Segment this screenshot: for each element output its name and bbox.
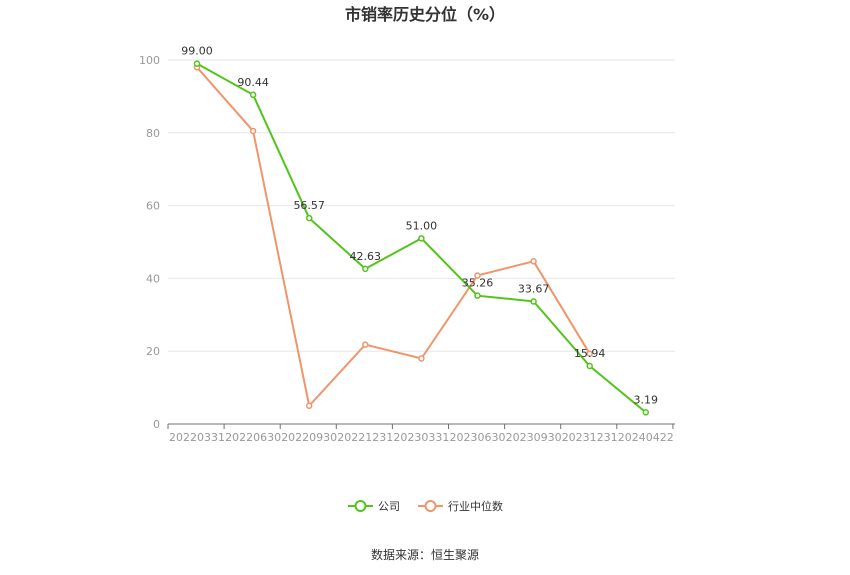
data-point[interactable] [249, 127, 257, 135]
legend-item-company[interactable]: 公司 [348, 500, 400, 513]
y-tick-label: 0 [153, 418, 160, 431]
data-point[interactable] [474, 292, 481, 299]
series-layer [193, 60, 650, 416]
data-source-note: 数据来源：恒生聚源 [371, 547, 479, 562]
legend-marker [354, 500, 367, 512]
data-label: 3.19 [634, 393, 659, 406]
legend-marker [424, 500, 437, 512]
y-tick-label: 40 [146, 272, 160, 285]
data-point[interactable] [530, 298, 537, 305]
x-tick-label: 20230930 [506, 431, 562, 444]
data-point[interactable] [642, 409, 650, 416]
data-label: 90.44 [237, 76, 269, 89]
legend[interactable]: 公司 行业中位数 [348, 499, 503, 513]
x-tick-label: 20231231 [562, 431, 618, 444]
legend-item-industry-median[interactable]: 行业中位数 [418, 499, 503, 513]
data-point[interactable] [362, 341, 369, 348]
y-tick-label: 100 [139, 54, 160, 67]
y-tick-label: 80 [146, 127, 160, 140]
legend-label: 公司 [378, 500, 400, 513]
label-layer: 99.00 90.44 56.57 42.63 51.00 35.26 33.67 15.94… [181, 45, 658, 407]
data-point[interactable] [305, 402, 313, 410]
data-point[interactable] [305, 214, 313, 222]
data-point[interactable] [586, 350, 593, 357]
legend-label: 行业中位数 [448, 499, 503, 513]
data-label: 51.00 [406, 219, 438, 232]
x-tick-label: 20220930 [281, 431, 337, 444]
data-point[interactable] [418, 355, 425, 362]
data-point[interactable] [474, 272, 481, 279]
series-line-industry-median [196, 66, 591, 408]
data-label: 99.00 [181, 45, 213, 58]
data-label: 56.57 [293, 199, 325, 212]
x-tick-label: 20240422 [618, 431, 674, 444]
data-label: 42.63 [350, 250, 382, 263]
data-point[interactable] [418, 235, 425, 242]
grid-layer [168, 59, 675, 352]
data-point[interactable] [193, 60, 201, 67]
data-label: 15.94 [574, 347, 606, 360]
x-tick-label: 20230630 [450, 431, 506, 444]
y-tick-label: 20 [146, 345, 160, 358]
x-tick-label: 20230331 [393, 431, 449, 444]
y-tick-label: 60 [146, 200, 160, 213]
x-tick-label: 20220331 [169, 431, 225, 444]
axis-layer: 0 20 40 60 80 100 20220331 20220630 20220930 2022… [139, 54, 675, 444]
data-point[interactable] [362, 265, 369, 273]
data-point[interactable] [530, 258, 537, 265]
data-point[interactable] [249, 91, 257, 99]
x-tick-label: 20220630 [225, 431, 281, 444]
x-tick-label: 20221231 [337, 431, 393, 444]
data-point[interactable] [586, 362, 593, 370]
data-label: 33.67 [518, 282, 550, 295]
data-label: 35.26 [462, 277, 494, 290]
chart-title: 市销率历史分位（%） [345, 5, 505, 24]
